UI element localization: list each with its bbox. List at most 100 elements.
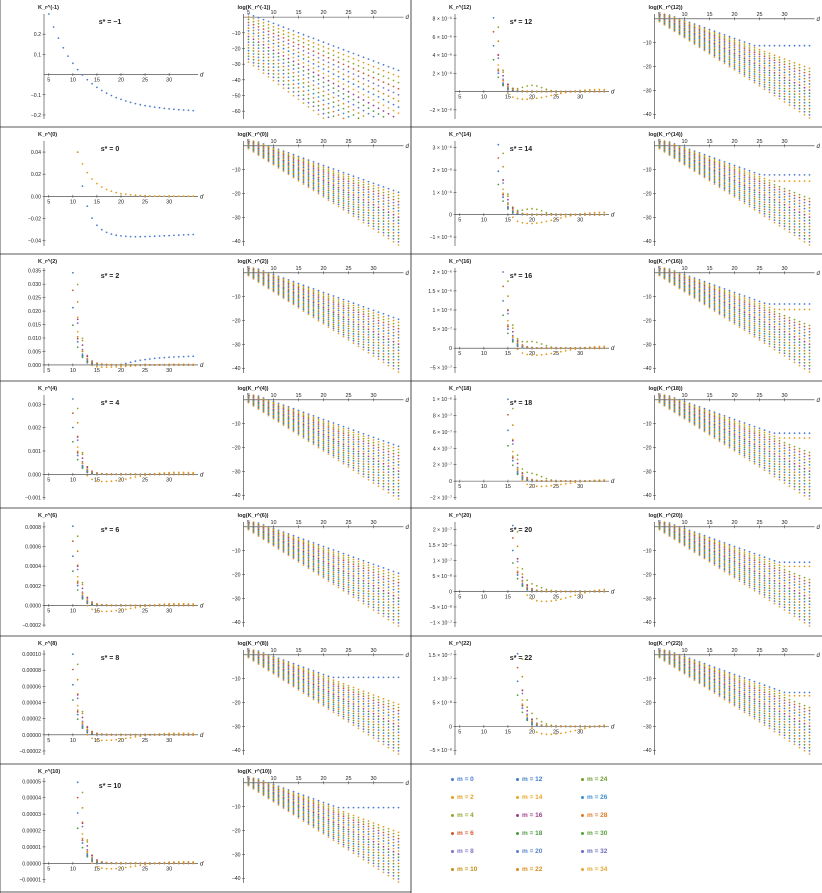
data-point (743, 186, 746, 189)
data-point (763, 316, 766, 319)
data-point (129, 364, 132, 366)
data-point (763, 67, 766, 69)
data-point (768, 335, 771, 338)
data-point (277, 34, 280, 37)
data-point (76, 338, 79, 340)
data-point (733, 304, 736, 307)
data-point (798, 202, 801, 205)
data-point (387, 317, 390, 320)
data-point (550, 94, 553, 97)
data-point (526, 222, 529, 225)
data-point (808, 79, 811, 82)
data-point (778, 66, 781, 69)
data-point (728, 55, 731, 57)
x-tick-label: 10 (681, 12, 687, 18)
data-point (723, 176, 726, 178)
data-point (76, 346, 79, 348)
data-point (282, 76, 285, 79)
data-point (292, 166, 295, 168)
data-point (728, 180, 731, 183)
data-point (778, 222, 781, 225)
data-point (808, 174, 811, 176)
data-point (392, 109, 395, 112)
data-point (718, 173, 721, 176)
data-point (387, 83, 390, 86)
x-axis-label: d (817, 144, 821, 150)
data-point (327, 189, 330, 192)
data-point (392, 210, 395, 213)
data-point (277, 167, 280, 169)
data-point (808, 73, 811, 76)
data-point (387, 196, 390, 199)
data-point (555, 347, 557, 350)
data-point (803, 325, 806, 328)
data-point (337, 99, 340, 102)
data-point (262, 28, 265, 30)
data-point (773, 59, 776, 62)
data-point (302, 70, 305, 72)
data-point (743, 43, 746, 45)
x-tick-label: 20 (118, 368, 124, 374)
data-point (793, 174, 796, 176)
data-point (788, 319, 791, 322)
data-point (788, 303, 791, 305)
data-point (808, 89, 811, 91)
data-point (507, 85, 509, 88)
data-point (603, 88, 606, 91)
data-point (713, 48, 716, 51)
data-point (392, 322, 395, 325)
data-point (703, 49, 706, 52)
data-point (287, 169, 290, 172)
data-point (808, 237, 811, 240)
data-point (723, 306, 726, 309)
data-point (728, 191, 731, 193)
data-point (798, 308, 801, 311)
data-point (282, 40, 285, 43)
data-point (708, 51, 711, 54)
data-point (362, 346, 365, 348)
data-point (703, 153, 706, 156)
y-tick-label: −20 (232, 192, 241, 198)
data-point (397, 361, 400, 364)
data-point (312, 169, 315, 172)
data-point (322, 306, 325, 309)
data-point (312, 88, 315, 91)
data-point (337, 66, 340, 68)
data-point (387, 202, 390, 205)
data-point (292, 64, 295, 67)
data-point (763, 321, 766, 323)
data-point (277, 45, 280, 48)
data-point (748, 53, 751, 56)
data-point (738, 199, 741, 202)
data-point (382, 333, 385, 335)
data-point (377, 214, 380, 217)
data-point (728, 192, 731, 195)
data-point (758, 189, 761, 192)
data-point (723, 182, 726, 185)
data-point (287, 72, 290, 75)
data-point (322, 179, 325, 182)
data-point (768, 186, 771, 189)
data-point (788, 231, 791, 234)
data-point (86, 78, 89, 81)
data-point (297, 155, 300, 158)
data-point (728, 296, 731, 299)
data-point (743, 202, 746, 205)
data-point (139, 359, 142, 362)
data-point (267, 20, 270, 23)
data-point (76, 330, 79, 333)
data-point (81, 451, 84, 454)
data-point (327, 191, 330, 194)
data-point (728, 312, 731, 315)
data-point (387, 228, 390, 231)
data-point (728, 162, 731, 165)
y-tick-label: 1 × 10⁻⁶ (433, 308, 452, 314)
data-point (357, 59, 360, 62)
data-point (788, 355, 791, 358)
data-point (763, 191, 766, 194)
data-point (307, 287, 310, 290)
data-point (362, 61, 365, 64)
data-point (718, 56, 721, 58)
